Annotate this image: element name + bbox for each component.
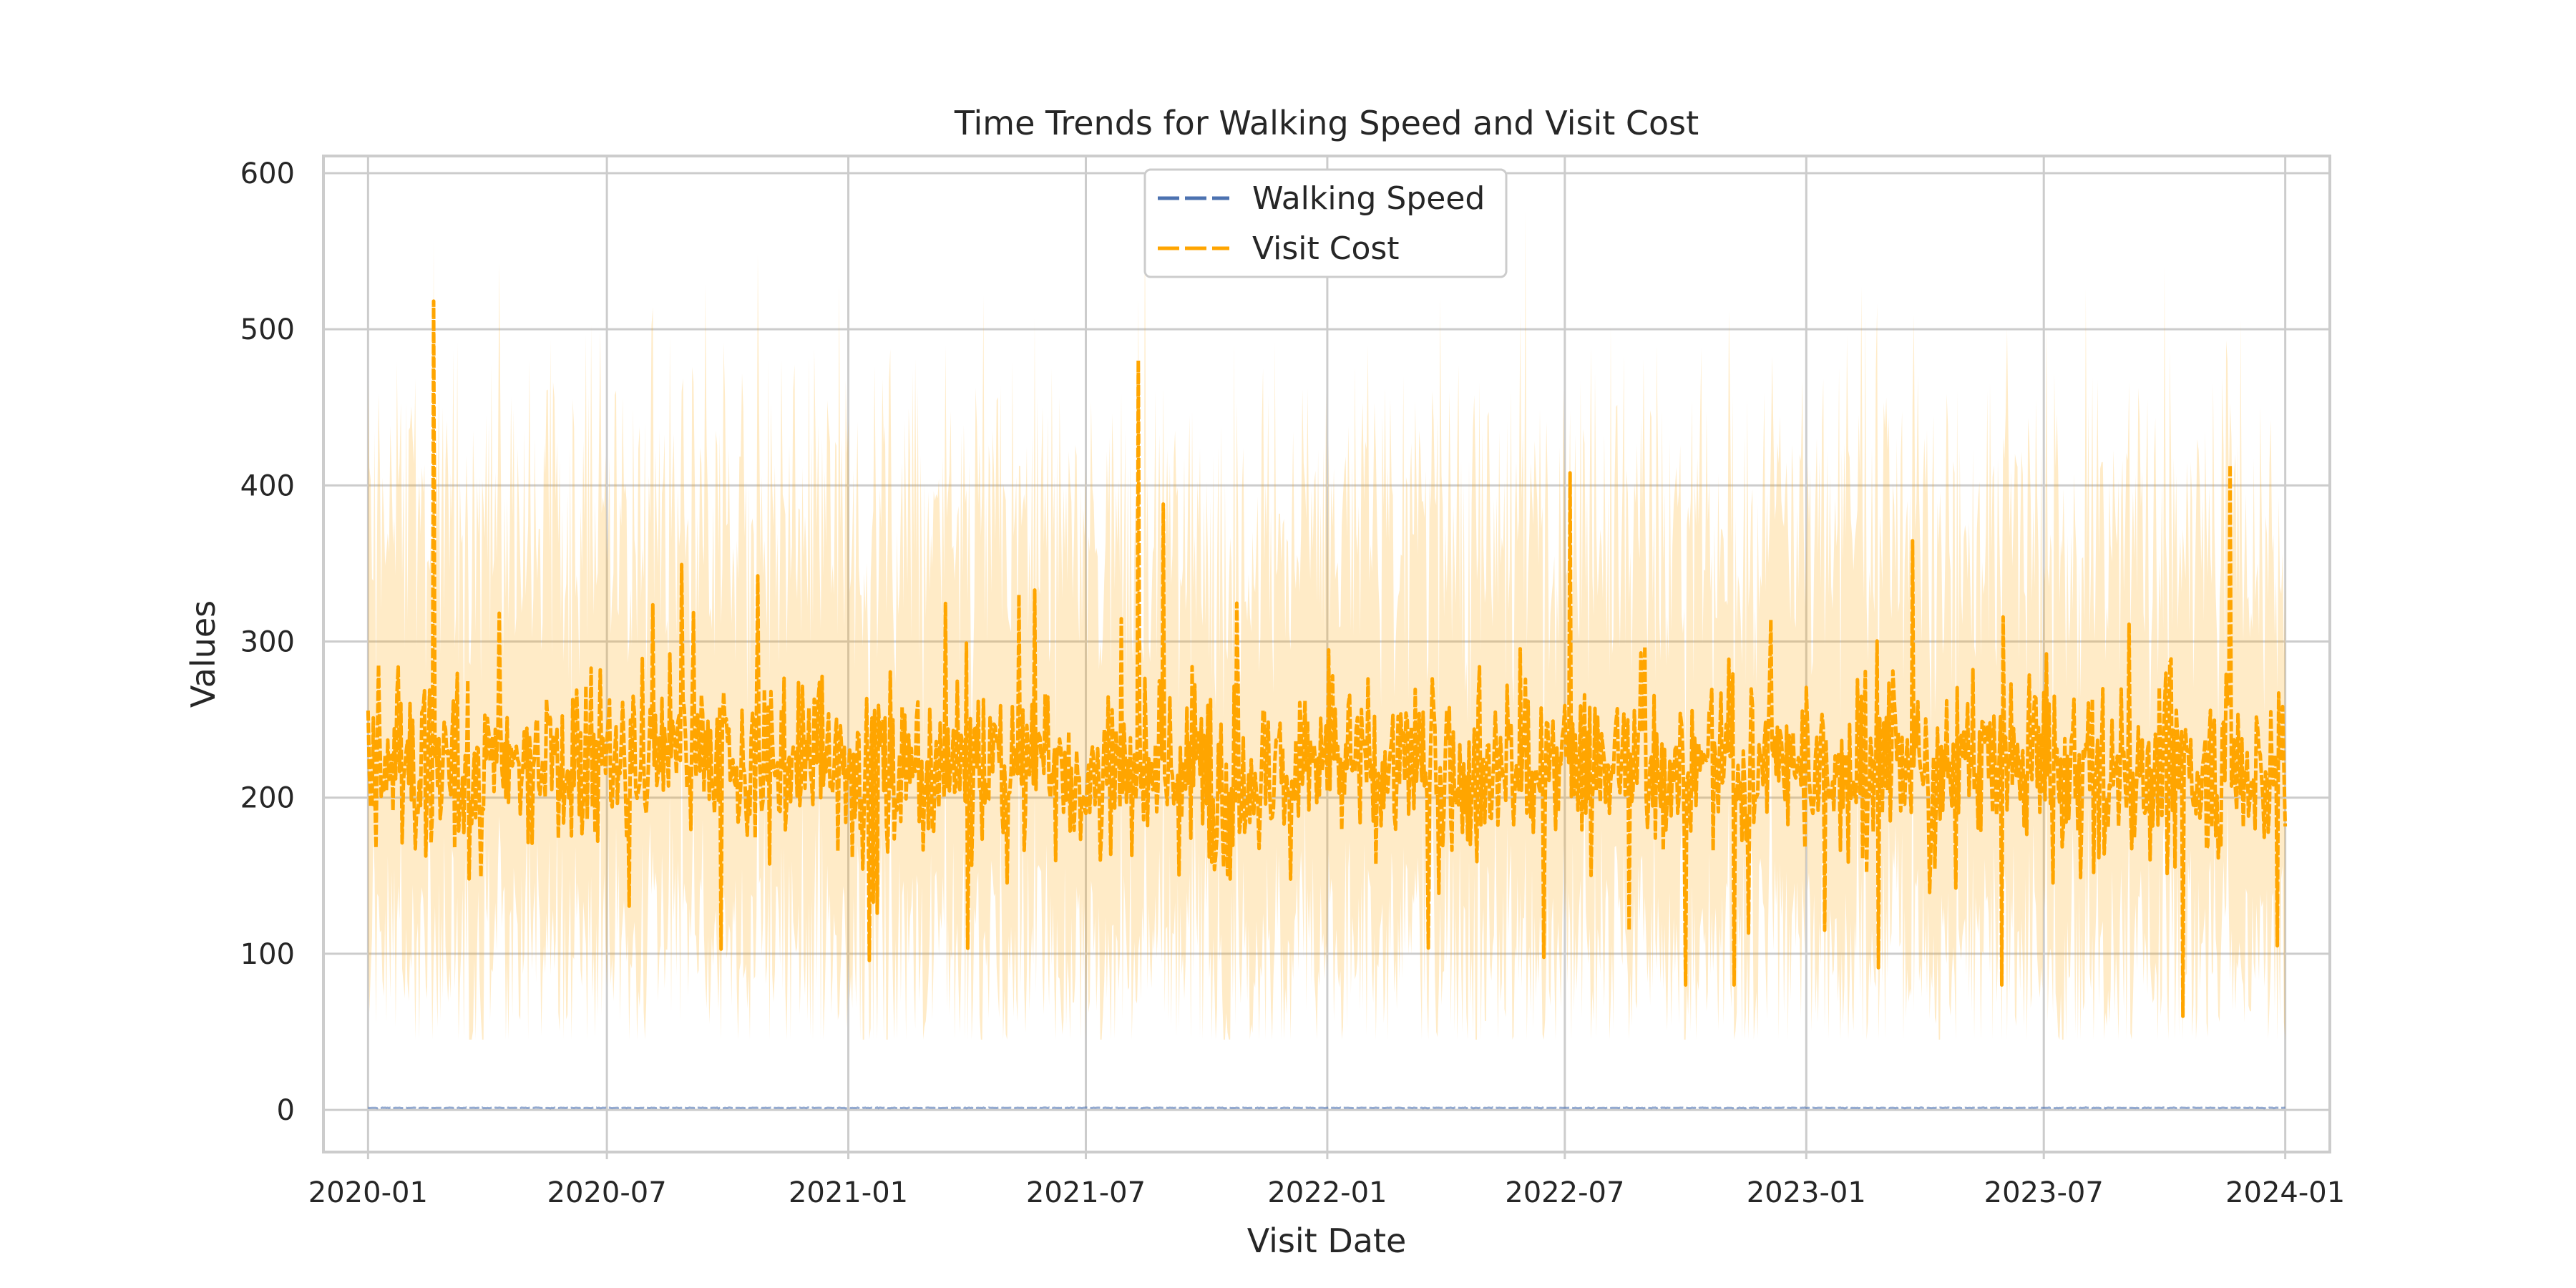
y-tick-label: 0 xyxy=(277,1094,295,1127)
legend-label-walking-speed: Walking Speed xyxy=(1252,180,1485,217)
legend-label-visit-cost: Visit Cost xyxy=(1252,230,1400,267)
y-axis-label: Values xyxy=(184,600,223,708)
legend-box xyxy=(1143,168,1508,278)
y-tick-label: 100 xyxy=(240,938,295,971)
x-tick-label: 2022-07 xyxy=(1505,1176,1624,1209)
x-tick-label: 2023-07 xyxy=(1984,1176,2104,1209)
legend: Walking Speed Visit Cost xyxy=(1143,168,1508,278)
x-tick-label: 2021-07 xyxy=(1026,1176,1146,1209)
y-tick-label: 200 xyxy=(240,782,295,815)
x-tick-label: 2023-01 xyxy=(1747,1176,1866,1209)
y-tick-label: 500 xyxy=(240,313,295,346)
y-tick-label: 600 xyxy=(240,157,295,190)
tick-labels: 2020-01 2020-07 2021-01 2021-07 2022-01 2022-… xyxy=(240,157,2346,1209)
x-tick-label: 2020-07 xyxy=(547,1176,667,1209)
y-tick-label: 300 xyxy=(240,626,295,659)
x-tick-label: 2024-01 xyxy=(2225,1176,2345,1209)
chart-title: Time Trends for Walking Speed and Visit … xyxy=(954,104,1699,142)
grid xyxy=(323,156,2330,1152)
series-layer xyxy=(366,196,2288,1110)
visit-cost-line xyxy=(366,299,2288,1018)
x-tick-label: 2021-01 xyxy=(789,1176,908,1209)
y-tick-label: 400 xyxy=(240,469,295,502)
x-tick-label: 2022-01 xyxy=(1267,1176,1387,1209)
x-axis-label: Visit Date xyxy=(1247,1221,1407,1260)
x-tick-label: 2020-01 xyxy=(308,1176,428,1209)
